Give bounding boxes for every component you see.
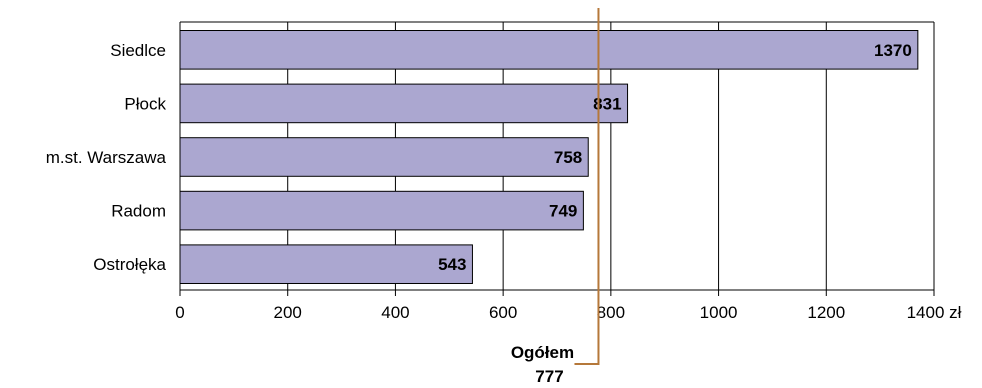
data-label: 543 [438, 255, 466, 274]
reference-line: Ogółem 777 [511, 8, 600, 386]
x-tick-label: 0 [175, 303, 184, 322]
bars: 1370 831 758 749 543 [179, 30, 919, 284]
x-tick-label: 1200 [807, 303, 845, 322]
data-label: 831 [593, 94, 621, 113]
bar-0 [179, 30, 919, 70]
data-label: 1370 [874, 41, 912, 60]
x-tick-label: 800 [597, 303, 625, 322]
data-label: 749 [549, 202, 577, 221]
reference-line-path [574, 8, 600, 365]
bar-2 [179, 137, 589, 177]
x-tick-label: 600 [489, 303, 517, 322]
data-label: 758 [554, 148, 582, 167]
bar-1 [179, 83, 629, 124]
category-label: Ostrołęka [93, 255, 166, 274]
category-label: Siedlce [110, 41, 166, 60]
x-tick-label: 400 [381, 303, 409, 322]
category-label: Płock [124, 94, 166, 113]
reference-line-value: 777 [535, 367, 563, 386]
category-label: Radom [111, 202, 166, 221]
reference-line-label: Ogółem [511, 343, 574, 362]
category-labels: Siedlce Płock m.st. Warszawa Radom Ostrołęka [46, 41, 167, 274]
bar-4 [179, 244, 473, 284]
x-tick-label: 1400 zł [907, 303, 962, 322]
x-tick-labels: 0 200 400 600 800 1000 1200 1400 zł [175, 303, 961, 322]
x-tick-label: 1000 [700, 303, 738, 322]
axes [179, 21, 935, 296]
category-label: m.st. Warszawa [46, 148, 167, 167]
x-tick-label: 200 [274, 303, 302, 322]
bar-3 [179, 190, 584, 231]
